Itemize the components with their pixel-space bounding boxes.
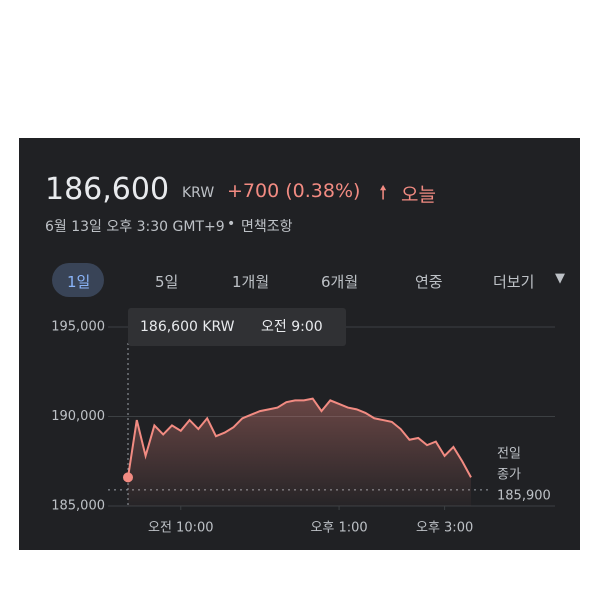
tooltip-box bbox=[128, 308, 346, 346]
tooltip-time: 오전 9:00 bbox=[261, 319, 323, 335]
tab[interactable]: 6개월 bbox=[321, 273, 359, 291]
area bbox=[128, 398, 471, 506]
dropdown-arrow: ▼ bbox=[555, 271, 565, 286]
tab[interactable]: 1개월 bbox=[232, 273, 270, 291]
x-tick-label: 오후 3:00 bbox=[416, 521, 473, 536]
previous-close-label: 185,900 bbox=[497, 489, 551, 504]
previous-close-title: 종가 bbox=[497, 468, 521, 483]
tab[interactable]: 연중 bbox=[415, 273, 443, 291]
chart: 185,000 190,000 195,000 오전 10:00 오후 1:00 오후 3… bbox=[51, 308, 555, 536]
up-arrow: 🠕 bbox=[379, 182, 388, 204]
separator: • bbox=[227, 216, 236, 232]
tooltip: 186,600 KRW 오전 9:00 bbox=[128, 308, 346, 346]
currency: KRW bbox=[182, 185, 215, 201]
tooltip-price: 186,600 KRW bbox=[140, 319, 235, 335]
tab[interactable]: 더보기 bbox=[493, 273, 535, 291]
tab[interactable]: 5일 bbox=[155, 273, 179, 291]
disclaimer[interactable]: 면책조항 bbox=[241, 219, 293, 235]
x-tick-label: 오전 10:00 bbox=[148, 521, 214, 536]
x-tick-label: 오후 1:00 bbox=[310, 521, 367, 536]
period: 오늘 bbox=[401, 184, 436, 206]
tab-selected-bg bbox=[52, 263, 104, 297]
y-tick-label: 190,000 bbox=[51, 409, 105, 424]
hover-point bbox=[123, 472, 133, 483]
price-line bbox=[127, 397, 472, 478]
date-line: 6월 13일 오후 3:30 GMT+9 bbox=[45, 219, 225, 235]
price: 186,600 bbox=[45, 172, 170, 207]
change: +700 (0.38%) bbox=[227, 180, 361, 202]
previous-close-title: 전일 bbox=[497, 447, 521, 462]
y-tick-label: 195,000 bbox=[51, 320, 105, 335]
y-tick-label: 185,000 bbox=[51, 499, 105, 514]
tab[interactable]: 1일 bbox=[67, 273, 91, 291]
